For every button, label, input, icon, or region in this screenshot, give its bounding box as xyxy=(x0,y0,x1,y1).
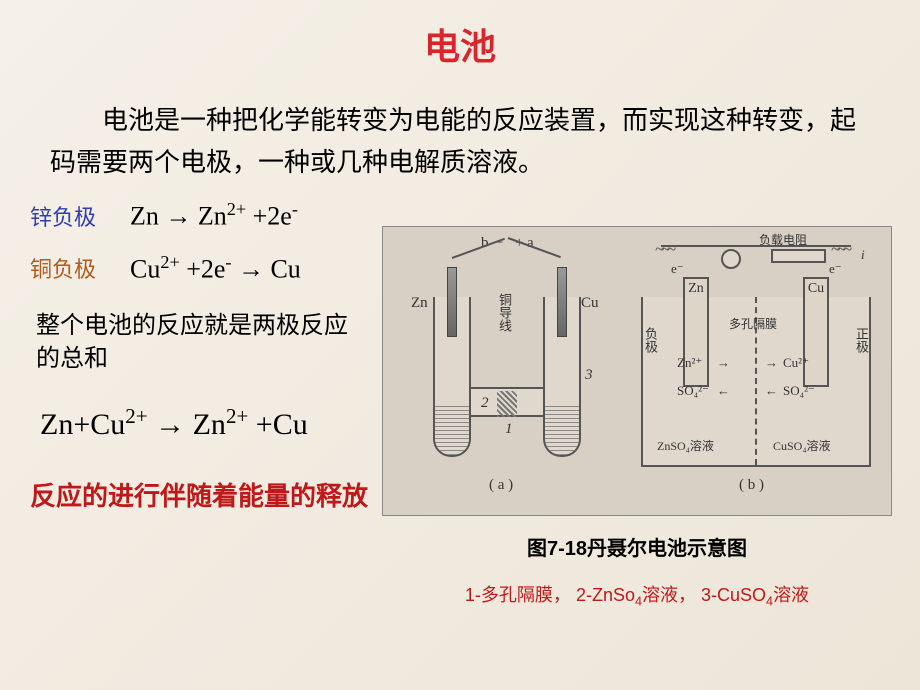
legend-3b: 溶液 xyxy=(773,585,809,605)
so4-right-label: SO₄²⁻ xyxy=(783,383,815,399)
diagram-a: b − + a Zn Cu 铜导线 1 2 3 ( a ) xyxy=(393,237,623,497)
ammeter-icon xyxy=(721,249,741,269)
zn-label: Zn xyxy=(411,295,428,312)
legend-1: 1-多孔隔膜， xyxy=(465,585,571,605)
e-right-label: e⁻ xyxy=(829,261,842,277)
sub-b-label: ( b ) xyxy=(739,477,764,494)
num-2: 2 xyxy=(481,395,489,412)
num-1: 1 xyxy=(505,421,513,438)
eq-sup: 2+ xyxy=(226,404,248,428)
eq-text: +Cu xyxy=(256,408,308,441)
page-title: 电池 xyxy=(0,0,920,70)
membrane-block xyxy=(497,391,517,417)
caption-number: 7-18 xyxy=(547,538,587,560)
wire-label: 铜导线 xyxy=(495,293,514,332)
eq-text: +2e xyxy=(186,255,225,284)
legend-sub: 4 xyxy=(635,595,642,609)
eq-arrow: → xyxy=(238,255,264,284)
arrow-icon: → xyxy=(717,355,730,371)
figure-diagram: b − + a Zn Cu 铜导线 1 2 3 ( a ) ~~~ ~~ xyxy=(382,226,892,516)
zinc-rod xyxy=(447,267,457,337)
zinc-equation: Zn → Zn2+ +2e- xyxy=(120,199,298,232)
eq-text: Zn+Cu xyxy=(40,408,125,441)
pos-pole-label: 正极 xyxy=(852,327,871,353)
cu-ion-label: Cu²⁺ xyxy=(783,355,809,371)
caption-prefix: 图 xyxy=(527,538,547,560)
copper-equation: Cu2+ +2e- → Cu xyxy=(120,252,301,285)
e-left-label: e⁻ xyxy=(671,261,684,277)
eq-text: Zn xyxy=(193,408,226,441)
legend-2: 2-ZnSo xyxy=(576,585,635,605)
overall-reaction-text: 整个电池的反应就是两极反应的总和 xyxy=(0,291,360,376)
so4-left-label: SO₄²⁻ xyxy=(677,383,709,399)
figure-container: b − + a Zn Cu 铜导线 1 2 3 ( a ) ~~~ ~~ xyxy=(382,226,892,609)
current-label: i xyxy=(861,247,865,263)
eq-text: Zn xyxy=(198,202,227,231)
eq-sup: 2+ xyxy=(125,404,147,428)
cuso4-label: CuSO₄溶液 xyxy=(773,437,831,454)
caption-text: 丹聂尔电池示意图 xyxy=(587,538,747,560)
figure-legend: 1-多孔隔膜， 2-ZnSo4溶液， 3-CuSO4溶液 xyxy=(382,581,892,609)
membrane-label: 多孔隔膜 xyxy=(729,315,777,332)
arrow-icon: ← xyxy=(765,383,778,399)
arrow-icon: → xyxy=(765,355,778,371)
eq-sup: - xyxy=(225,252,231,272)
copper-label: 铜负极 xyxy=(30,252,120,284)
legend-sub: 4 xyxy=(766,595,773,609)
intro-paragraph: 电池是一种把化学能转变为电能的反应装置，而实现这种转变，起码需要两个电极，一种或… xyxy=(0,70,920,193)
figure-caption: 图7-18丹聂尔电池示意图 xyxy=(382,532,892,561)
zinc-label: 锌负极 xyxy=(30,200,120,232)
eq-sup: 2+ xyxy=(227,199,246,219)
beaker: Zn Cu 负极 正极 多孔隔膜 Zn²⁺ Cu²⁺ SO₄²⁻ SO₄²⁻ →… xyxy=(641,297,871,467)
diagram-b: ~~~ ~~~ 负载电阻 e⁻ e⁻ i Zn Cu 负极 正极 多孔隔膜 Zn… xyxy=(631,237,881,497)
resistor-icon xyxy=(771,249,826,263)
eq-text: Zn xyxy=(130,202,159,231)
neg-pole-label: 负极 xyxy=(641,327,660,353)
eq-sup: - xyxy=(292,199,298,219)
legend-2b: 溶液， xyxy=(642,585,696,605)
eq-arrow: → xyxy=(165,202,191,231)
eq-arrow: → xyxy=(155,408,193,441)
coil-left-icon: ~~~ xyxy=(655,239,681,255)
eq-text: Cu xyxy=(130,255,160,284)
num-3: 3 xyxy=(585,367,593,384)
znso4-label: ZnSO₄溶液 xyxy=(657,437,714,454)
legend-3: 3-CuSO xyxy=(701,585,766,605)
zn-ion-label: Zn²⁺ xyxy=(677,355,702,371)
cu-label: Cu xyxy=(581,295,599,312)
arrow-icon: ← xyxy=(717,383,730,399)
eq-sup: 2+ xyxy=(160,252,179,272)
eq-text: Cu xyxy=(270,255,300,284)
external-wire: ~~~ ~~~ xyxy=(661,245,851,275)
load-label: 负载电阻 xyxy=(759,231,807,248)
copper-rod xyxy=(557,267,567,337)
sub-a-label: ( a ) xyxy=(489,477,513,494)
eq-text: +2e xyxy=(253,202,292,231)
coil-right-icon: ~~~ xyxy=(831,239,857,255)
